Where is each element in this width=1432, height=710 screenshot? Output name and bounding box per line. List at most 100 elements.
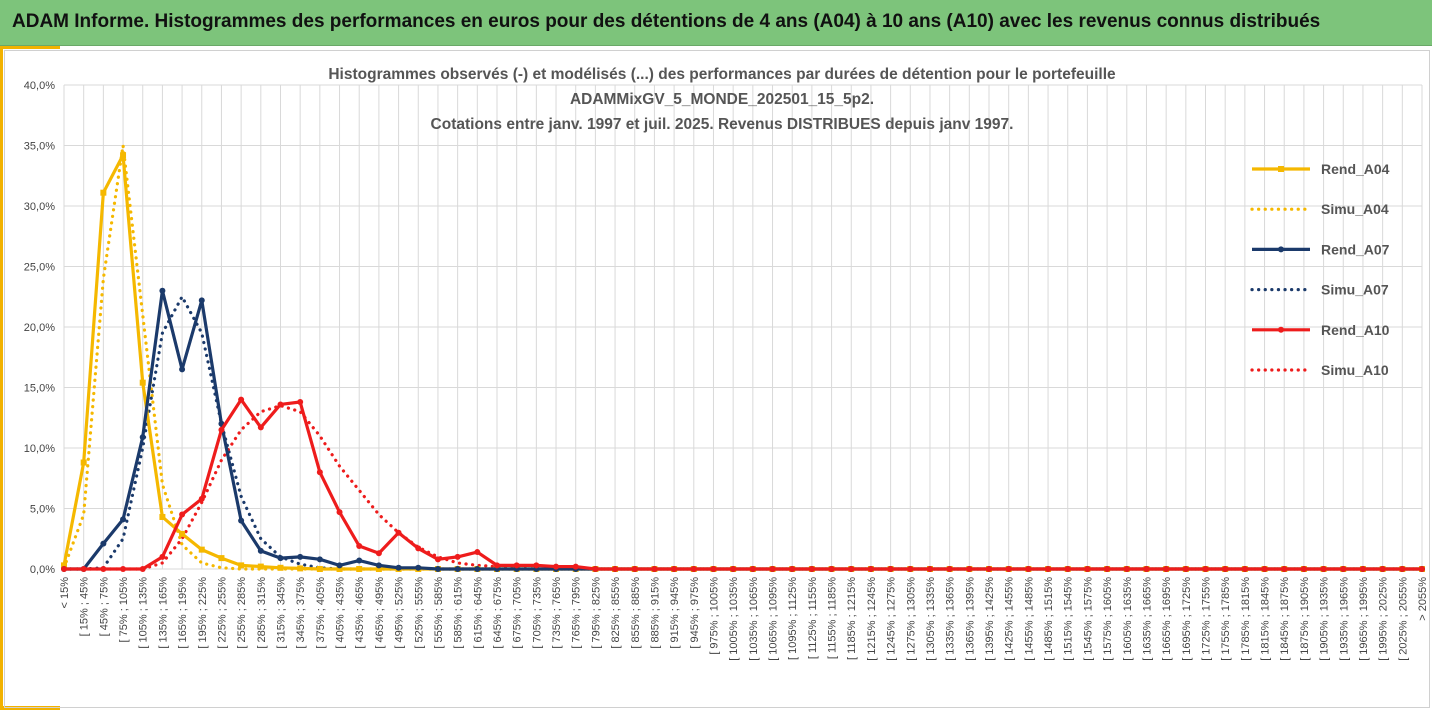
data-point xyxy=(257,563,264,570)
data-point xyxy=(769,566,776,572)
data-point xyxy=(986,566,993,572)
x-tick-label: [ 1245% ; 1275% xyxy=(886,577,898,661)
x-tick-label: [ 465% ; 495% xyxy=(374,577,386,649)
data-point xyxy=(336,562,343,569)
data-point xyxy=(1182,566,1189,572)
chart-title-line-3: Cotations entre janv. 1997 et juil. 2025… xyxy=(431,116,1014,133)
x-tick-label: [ 585% ; 615% xyxy=(453,577,465,649)
legend: Rend_A04 Simu_A04 Rend_A07 Simu_A07 Rend_A10… xyxy=(1250,161,1390,378)
x-tick-label: [ 1095% ; 1125% xyxy=(787,577,799,660)
x-tick-label: [ 945% ; 975% xyxy=(689,577,701,649)
x-tick-label: [ 405% ; 435% xyxy=(335,577,347,649)
data-point xyxy=(238,396,245,403)
legend-label: Rend_A04 xyxy=(1321,161,1390,177)
x-tick-label: [ 105% ; 135% xyxy=(138,577,150,649)
data-point xyxy=(316,469,323,476)
legend-marker xyxy=(1278,246,1284,253)
y-tick-label: 0,0% xyxy=(30,564,55,576)
data-point xyxy=(867,566,874,572)
data-point xyxy=(139,434,146,441)
x-tick-label: [ 1965% ; 1995% xyxy=(1358,577,1370,661)
x-tick-label: [ 1125% ; 1155% xyxy=(807,577,819,659)
x-tick-label: [ 555% ; 585% xyxy=(433,577,445,649)
x-tick-label: [ 75% ; 105% xyxy=(118,577,130,643)
data-point xyxy=(946,566,953,572)
data-point xyxy=(297,553,304,560)
series-line-simu_a04 xyxy=(62,143,1424,571)
y-tick-label: 10,0% xyxy=(24,443,55,455)
x-tick-label: [ 675% ; 705% xyxy=(512,577,524,649)
x-axis-ticks: < 15% [ 15% ; 45% [ 45% ; 75% [ 75% ; 105% [… xyxy=(59,577,1429,661)
y-tick-label: 30,0% xyxy=(24,201,55,213)
x-tick-label: [ 1455% ; 1485% xyxy=(1023,577,1035,661)
chart-title: Histogrammes observés (-) et modélisés (… xyxy=(328,66,1116,133)
data-point xyxy=(1379,566,1386,572)
data-point xyxy=(100,566,107,572)
x-tick-label: [ 915% ; 945% xyxy=(669,577,681,649)
data-point xyxy=(1222,566,1229,572)
series-layer xyxy=(61,143,1425,572)
accent-bar-left xyxy=(0,46,3,710)
grid-layer xyxy=(63,84,1423,570)
x-tick-label: [ 1065% ; 1095% xyxy=(768,577,780,661)
data-point xyxy=(415,545,422,552)
legend-label: Simu_A04 xyxy=(1321,201,1389,217)
series-line-rend_a04 xyxy=(62,153,1422,571)
data-point xyxy=(100,189,107,196)
y-tick-label: 40,0% xyxy=(24,80,55,92)
x-tick-label: [ 195% ; 225% xyxy=(197,577,209,649)
data-point xyxy=(238,517,245,524)
x-tick-label: [ 1275% ; 1305% xyxy=(905,577,917,661)
data-point xyxy=(316,556,323,563)
header-banner: ADAM Informe. Histogrammes des performan… xyxy=(0,0,1432,46)
series-line-simu_a10 xyxy=(62,404,1424,571)
x-tick-label: [ 975% ; 1005% xyxy=(708,577,720,655)
data-point xyxy=(1005,566,1012,572)
data-point xyxy=(179,511,186,518)
x-tick-label: [ 705% ; 735% xyxy=(531,577,543,649)
data-point xyxy=(1261,566,1268,572)
x-tick-label: [ 1875% ; 1905% xyxy=(1299,577,1311,661)
data-point xyxy=(395,529,402,536)
data-point xyxy=(415,564,422,571)
x-tick-label: [ 375% ; 405% xyxy=(315,577,327,649)
x-tick-label: [ 1395% ; 1425% xyxy=(984,577,996,661)
data-point xyxy=(789,566,796,572)
data-point xyxy=(139,566,146,572)
y-tick-label: 15,0% xyxy=(24,383,55,395)
x-tick-label: [ 1545% ; 1575% xyxy=(1082,577,1094,661)
data-point xyxy=(671,566,678,572)
data-point xyxy=(218,555,225,562)
x-tick-label: [ 1905% ; 1935% xyxy=(1319,577,1331,661)
accent-bar-top xyxy=(0,46,60,49)
x-tick-label: [ 285% ; 315% xyxy=(256,577,268,649)
x-tick-label: [ 1665% ; 1695% xyxy=(1161,577,1173,661)
data-point xyxy=(454,566,461,572)
data-point xyxy=(198,546,205,553)
data-point xyxy=(592,566,599,572)
x-tick-label: [ 1575% ; 1605% xyxy=(1102,577,1114,661)
data-point xyxy=(730,566,737,572)
data-point xyxy=(474,549,481,556)
x-tick-label: [ 255% ; 285% xyxy=(236,577,248,649)
data-point xyxy=(1340,566,1347,572)
y-tick-label: 25,0% xyxy=(24,262,55,274)
data-point xyxy=(375,550,382,557)
data-point xyxy=(61,562,67,569)
x-tick-label: < 15% xyxy=(59,577,71,609)
data-point xyxy=(828,566,835,572)
data-point xyxy=(1104,566,1111,572)
data-point xyxy=(80,566,87,572)
data-point xyxy=(1399,566,1406,572)
legend-marker xyxy=(1278,166,1284,172)
x-tick-label: [ 1185% ; 1215% xyxy=(846,577,858,660)
data-point xyxy=(356,543,363,550)
data-point xyxy=(966,566,973,572)
x-tick-label: [ 1785% ; 1815% xyxy=(1240,577,1252,661)
data-point xyxy=(356,557,363,564)
data-point xyxy=(454,553,461,560)
data-point xyxy=(277,564,284,571)
data-point xyxy=(1281,566,1288,572)
data-point xyxy=(61,566,67,572)
page-title: ADAM Informe. Histogrammes des performan… xyxy=(12,11,1321,32)
